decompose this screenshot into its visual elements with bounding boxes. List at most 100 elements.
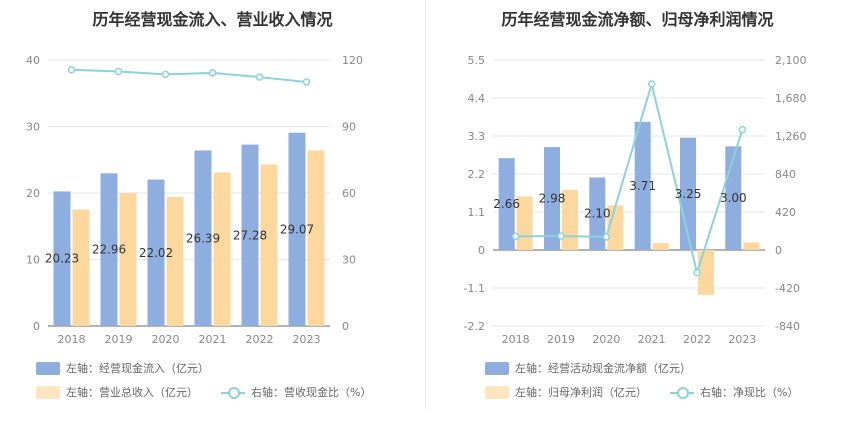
line-point[interactable] <box>161 70 170 79</box>
right-chart-panel: 历年经营现金流净额、归母净利润情况 -2.2 -840 -1.1 -420 0 0 1.1 4… <box>425 0 850 437</box>
line-point[interactable] <box>302 78 311 86</box>
y-right-tick-label: 1,260 <box>775 130 807 143</box>
bar-data-label: 22.96 <box>92 243 126 257</box>
y-left-tick-label: 3.3 <box>468 130 486 143</box>
y-left-tick-label: 4.4 <box>468 92 486 105</box>
y-right-tick-label: 840 <box>775 168 796 181</box>
line-point[interactable] <box>511 232 520 241</box>
bar-blue[interactable] <box>241 144 259 326</box>
legend-swatch-orange <box>36 385 60 399</box>
y-left-tick-label: -1.1 <box>464 282 485 295</box>
legend-label: 右轴：营收现金比（%） <box>251 386 372 399</box>
line-point[interactable] <box>114 67 123 76</box>
y-right-tick-label: 0 <box>775 244 782 257</box>
bar-orange[interactable] <box>652 243 669 250</box>
right-chart-svg: -2.2 -840 -1.1 -420 0 0 1.1 420 2.2 840 3.3 1,260 4.… <box>464 54 807 346</box>
x-tick-label: 2022 <box>683 333 711 346</box>
y-right-tick-label: 30 <box>342 254 356 267</box>
panel-divider <box>425 0 426 410</box>
bar-blue[interactable] <box>288 132 306 326</box>
bar-blue[interactable] <box>634 121 651 250</box>
y-left-tick-label: 30 <box>26 121 40 134</box>
legend-item-right-bar2[interactable]: 左轴：归母净利润（亿元） <box>485 384 647 400</box>
bar-orange[interactable] <box>166 196 184 326</box>
x-tick-label: 2018 <box>58 333 86 346</box>
line-point[interactable] <box>67 66 76 74</box>
legend-swatch-blue <box>36 361 60 375</box>
x-tick-label: 2018 <box>502 333 530 346</box>
legend-label: 左轴：营业总收入（亿元） <box>66 386 198 399</box>
line-point[interactable] <box>208 69 217 77</box>
y-left-tick-label: 5.5 <box>468 54 486 67</box>
y-right-tick-label: 420 <box>775 206 796 219</box>
y-right-tick-label: 90 <box>342 121 356 134</box>
legend-item-left-line[interactable]: 右轴：营收现金比（%） <box>221 384 371 400</box>
x-tick-label: 2023 <box>728 333 756 346</box>
x-tick-label: 2023 <box>293 333 321 346</box>
x-tick-label: 2022 <box>246 333 274 346</box>
y-right-tick-label: 60 <box>342 187 356 200</box>
bar-data-label: 26.39 <box>186 231 220 245</box>
x-tick-label: 2020 <box>592 333 620 346</box>
line-series <box>515 80 744 277</box>
legend-label: 右轴：净现比（%） <box>700 386 799 399</box>
y-right-tick-label: 2,100 <box>775 54 807 67</box>
bar-data-label: 20.23 <box>45 252 79 266</box>
bar-blue[interactable] <box>147 179 165 326</box>
y-right-tick-label: 0 <box>342 320 349 333</box>
line-series <box>71 68 307 83</box>
legend-item-left-bar1[interactable]: 左轴：经营现金流入（亿元） <box>36 360 209 376</box>
x-tick-label: 2020 <box>152 333 180 346</box>
y-right-tick-label: 120 <box>342 54 363 67</box>
line-point[interactable] <box>738 125 747 134</box>
bar-blue[interactable] <box>53 191 71 326</box>
line-point[interactable] <box>557 232 565 240</box>
legend-swatch-blue <box>485 361 509 375</box>
left-chart-title: 历年经营现金流入、营业收入情况 <box>92 10 333 29</box>
x-tick-label: 2021 <box>638 333 666 346</box>
bar-orange[interactable] <box>562 189 578 250</box>
bar-data-label: 3.25 <box>675 187 702 201</box>
line-point[interactable] <box>602 233 611 241</box>
left-chart-svg: 0 0 10 30 20 60 30 90 40 120 2018 2019 2020 2021 2022 2… <box>26 54 363 346</box>
legend-line-marker <box>221 386 245 399</box>
y-right-tick-label: -420 <box>775 282 800 295</box>
bar-blue[interactable] <box>544 147 560 250</box>
line-point[interactable] <box>647 80 656 88</box>
y-left-tick-label: 10 <box>26 254 40 267</box>
bar-orange[interactable] <box>307 150 325 326</box>
bar-data-label: 2.10 <box>584 207 611 221</box>
bar-data-label: 3.00 <box>720 191 747 205</box>
y-right-tick-label: -840 <box>775 320 800 333</box>
legend-item-left-bar2[interactable]: 左轴：营业总收入（亿元） <box>36 384 198 400</box>
bar-blue[interactable] <box>589 177 606 250</box>
bar-orange[interactable] <box>213 172 231 326</box>
bar-blue[interactable] <box>194 150 212 326</box>
bar-orange[interactable] <box>698 250 714 295</box>
legend-line-marker <box>670 386 694 399</box>
bar-orange[interactable] <box>260 164 278 326</box>
y-right-tick-label: 1,680 <box>775 92 807 105</box>
line-point[interactable] <box>693 268 701 277</box>
line-point[interactable] <box>255 73 264 81</box>
y-left-tick-label: 0 <box>33 320 40 333</box>
bar-data-label: 22.02 <box>139 246 173 260</box>
bar-blue[interactable] <box>100 173 118 326</box>
bar-data-label: 2.98 <box>539 192 566 206</box>
legend-label: 左轴：经营活动现金流净额（亿元） <box>515 362 691 375</box>
bar-data-label: 3.71 <box>629 179 656 193</box>
legend-label: 左轴：归母净利润（亿元） <box>515 386 647 399</box>
bar-orange[interactable] <box>743 242 760 250</box>
x-tick-label: 2019 <box>105 333 133 346</box>
bar-orange[interactable] <box>119 193 137 326</box>
y-left-tick-label: 2.2 <box>468 168 486 181</box>
bar-blue[interactable] <box>498 158 515 250</box>
bar-orange[interactable] <box>72 209 90 326</box>
legend-item-right-bar1[interactable]: 左轴：经营活动现金流净额（亿元） <box>485 360 691 376</box>
y-left-tick-label: -2.2 <box>464 320 485 333</box>
right-chart-title: 历年经营现金流净额、归母净利润情况 <box>501 10 774 29</box>
bar-data-label: 27.28 <box>233 228 267 242</box>
legend-item-right-line[interactable]: 右轴：净现比（%） <box>670 384 798 400</box>
x-tick-label: 2019 <box>547 333 575 346</box>
x-tick-label: 2021 <box>199 333 227 346</box>
